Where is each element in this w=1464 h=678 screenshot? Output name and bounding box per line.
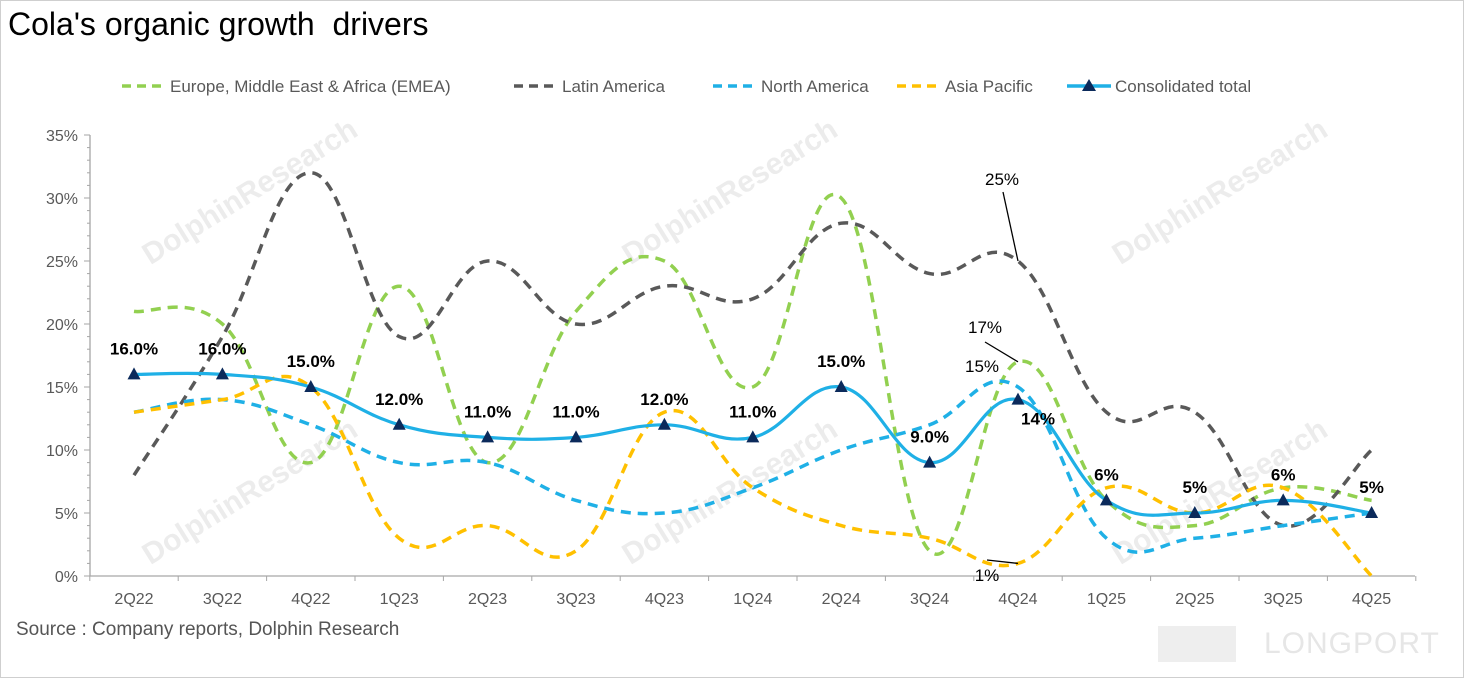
data-point-marker <box>127 367 141 380</box>
x-tick-label: 4Q23 <box>645 591 684 608</box>
series-line <box>133 374 1373 578</box>
y-tick-label: 15% <box>46 380 78 397</box>
data-label: 14% <box>1021 410 1055 429</box>
x-tick-label: 1Q24 <box>733 591 772 608</box>
watermark-text: DolphinResearch <box>137 413 364 572</box>
y-tick-label: 35% <box>46 128 78 145</box>
longport-logo: LONGPORT <box>1158 626 1440 662</box>
legend-item: Latin America <box>514 77 666 96</box>
data-point-marker <box>1188 506 1202 518</box>
watermark-text: DolphinResearch <box>137 113 364 272</box>
y-tick-label: 10% <box>46 443 78 460</box>
x-tick-label: 1Q25 <box>1087 591 1126 608</box>
series-line <box>133 379 1372 554</box>
data-label: 5% <box>1359 478 1384 497</box>
chart-title: Cola's organic growth drivers <box>8 6 429 42</box>
watermarks: DolphinResearch DolphinResearch DolphinRes… <box>137 113 1334 572</box>
data-label: 16.0% <box>198 339 246 358</box>
series-lines <box>132 171 1373 578</box>
legend-label: Latin America <box>562 77 666 96</box>
data-label: 6% <box>1094 465 1119 484</box>
x-tick-label: 1Q23 <box>380 591 419 608</box>
data-label: 11.0% <box>729 402 776 421</box>
data-label: 15.0% <box>287 352 335 371</box>
x-tick-label: 3Q22 <box>203 591 242 608</box>
y-tick-label: 5% <box>55 506 78 523</box>
data-point-marker <box>481 430 495 443</box>
data-point-marker <box>1099 493 1113 506</box>
legend-label: Consolidated total <box>1115 77 1251 96</box>
data-point-marker <box>304 380 318 392</box>
legend-label: Asia Pacific <box>945 77 1033 96</box>
legend-item: North America <box>713 77 869 96</box>
legend-label: Europe, Middle East & Africa (EMEA) <box>170 77 451 96</box>
axes: 0% 5% 10% 15% 20% 25% 30% 35% 2Q22 3Q22 4Q22 1Q23 2Q… <box>46 128 1417 608</box>
x-tick-label: 3Q25 <box>1264 591 1303 608</box>
x-tick-label: 2Q24 <box>822 591 861 608</box>
annotation-label: 17% <box>968 318 1002 337</box>
legend-marker <box>1082 79 1096 91</box>
y-tick-label: 0% <box>55 569 78 586</box>
data-label: 11.0% <box>552 402 599 421</box>
data-point-marker <box>1011 392 1025 405</box>
watermark-text: DolphinResearch <box>1107 113 1334 272</box>
x-tick-label: 3Q24 <box>910 591 949 608</box>
x-tick-label: 4Q25 <box>1352 591 1391 608</box>
series-line <box>133 371 1372 517</box>
data-point-marker <box>569 430 583 443</box>
data-label: 16.0% <box>110 339 158 358</box>
x-tick-label: 2Q22 <box>114 591 153 608</box>
data-label: 5% <box>1183 478 1208 497</box>
watermark-text: DolphinResearch <box>617 413 844 572</box>
annotation-leader <box>1002 191 1019 262</box>
data-label: 15.0% <box>817 352 865 371</box>
data-point-marker <box>1276 493 1290 506</box>
data-label: 12.0% <box>640 390 688 409</box>
annotation-leader <box>984 341 1019 363</box>
watermark-text: DolphinResearch <box>617 113 844 272</box>
y-tick-label: 30% <box>46 191 78 208</box>
data-point-marker <box>392 417 406 430</box>
x-tick-label: 2Q25 <box>1175 591 1214 608</box>
x-tick-label: 3Q23 <box>556 591 595 608</box>
legend-label: North America <box>761 77 869 96</box>
annotation-label: 1% <box>975 566 1000 585</box>
series-line <box>132 171 1373 528</box>
source-note: Source : Company reports, Dolphin Resear… <box>16 619 400 640</box>
data-point-marker <box>1365 506 1379 518</box>
y-tick-label: 20% <box>46 317 78 334</box>
legend-item: Asia Pacific <box>897 77 1033 96</box>
data-label: 9.0% <box>910 428 949 447</box>
data-label: 11.0% <box>464 402 511 421</box>
data-point-marker <box>657 417 671 430</box>
series-markers <box>127 367 1379 518</box>
series-line <box>133 192 1372 556</box>
data-labels: 16.0% 16.0% 15.0% 12.0% 11.0% 11.0% 12.0% 11.0%… <box>110 339 1384 497</box>
data-point-marker <box>834 380 848 392</box>
annotations: 25% 17% 15% 1% <box>965 170 1019 585</box>
longport-logo-text: LONGPORT <box>1264 627 1440 660</box>
longport-logo-mark <box>1158 626 1236 662</box>
legend-item: Consolidated total <box>1067 77 1251 96</box>
x-tick-label: 2Q23 <box>468 591 507 608</box>
legend: Europe, Middle East & Africa (EMEA) Latin… <box>122 77 1251 96</box>
data-label: 12.0% <box>375 390 423 409</box>
x-tick-label: 4Q24 <box>998 591 1037 608</box>
y-tick-label: 25% <box>46 254 78 271</box>
annotation-leader <box>986 559 1019 565</box>
annotation-label: 15% <box>965 357 999 376</box>
data-point-marker <box>923 455 937 468</box>
data-point-marker <box>215 367 229 380</box>
data-point-marker <box>746 430 760 443</box>
annotation-label: 25% <box>985 170 1019 189</box>
x-tick-label: 4Q22 <box>291 591 330 608</box>
legend-item: Europe, Middle East & Africa (EMEA) <box>122 77 451 96</box>
data-label: 6% <box>1271 465 1296 484</box>
